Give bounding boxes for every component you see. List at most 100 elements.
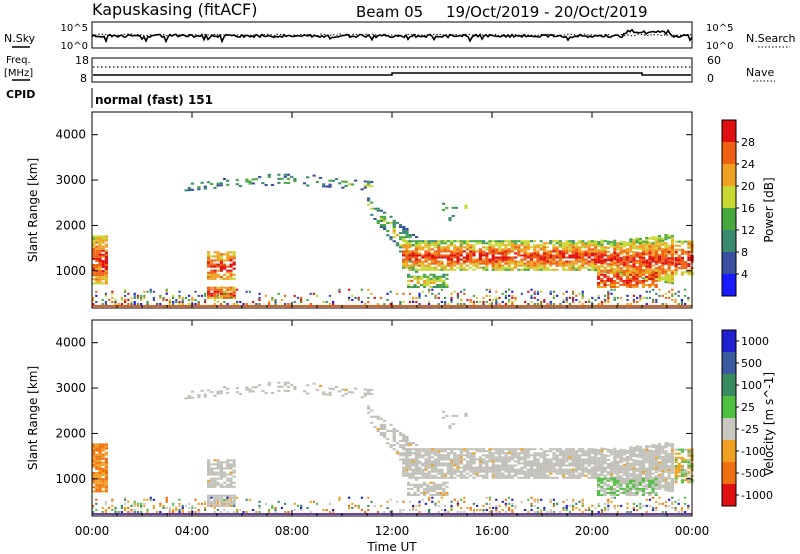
velocity-cell [664,466,668,469]
velocity-cell [197,511,200,514]
power-cell [635,237,639,240]
velocity-cell [446,456,450,459]
power-cell [526,246,530,249]
power-cell [504,248,508,251]
power-cell [562,248,566,251]
velocity-cell [434,460,438,463]
velocity-cell [213,498,217,501]
velocity-cell [526,476,530,479]
velocity-cell [568,452,572,455]
power-cell [658,277,662,280]
power-cell [101,266,105,269]
velocity-cell [597,467,601,470]
velocity-cell [552,458,556,461]
velocity-cell [207,481,211,484]
power-cell [133,300,136,304]
velocity-cell [421,474,425,477]
velocity-cell [523,454,527,457]
power-cell [101,263,105,267]
velocity-cell [101,490,105,493]
velocity-cell [392,444,396,447]
power-cell [651,273,655,276]
power-cell [261,182,265,185]
power-cell [607,296,610,299]
velocity-cell [523,470,527,473]
velocity-cell [325,508,328,512]
power-cell [418,246,422,249]
velocity-cell [216,467,220,470]
velocity-cell [92,506,95,509]
velocity-cell [562,508,565,512]
velocity-cell [430,476,434,479]
power-cell [600,300,604,304]
velocity-cell [597,463,601,466]
velocity-cell [418,472,422,475]
power-cell [651,256,655,259]
date-range: 19/Oct/2019 - 20/Oct/2019 [446,3,648,21]
power-cell [405,254,409,257]
power-cell [104,257,108,260]
velocity-cell [405,454,409,457]
power-cell [431,288,434,291]
power-cell [232,255,236,258]
power-cell [613,243,617,246]
colorbar-segment [722,374,736,396]
power-cell [219,288,223,291]
power-cell [245,303,248,306]
power-cell [98,263,102,267]
power-cell [629,271,633,274]
velocity-cell [389,498,392,501]
velocity-cell [641,487,645,490]
velocity-cell [188,502,191,505]
velocity-cell [616,504,620,507]
power-cell [162,298,165,301]
power-cell [558,240,562,243]
power-cell [648,241,652,244]
power-cell [488,262,492,265]
velocity-cell [488,470,492,473]
power-cell [638,269,642,272]
velocity-cell [133,500,136,503]
velocity-cell [542,472,546,475]
power-cell [453,264,457,267]
power-cell [216,286,220,289]
velocity-cell [204,500,207,503]
velocity-cell [658,502,661,505]
velocity-cell [392,436,396,439]
velocity-cell [638,447,642,451]
power-cell [625,275,629,278]
velocity-cell [379,417,383,420]
velocity-cell [594,454,598,457]
power-cell [98,255,102,258]
power-cell [616,285,620,289]
power-cell [290,175,294,178]
power-cell [632,255,636,258]
velocity-cell [559,511,562,514]
velocity-cell [562,476,566,479]
velocity-cell [392,440,396,443]
power-cell [446,262,450,265]
velocity-cell [399,452,403,455]
velocity-cell [658,463,662,466]
power-cell [462,258,466,261]
power-cell [219,296,223,299]
power-cell [399,244,403,247]
power-cell [504,250,508,253]
velocity-cell [597,453,601,456]
velocity-cell [645,483,649,486]
velocity-cell [466,448,470,451]
power-cell [629,248,633,251]
power-cell [568,260,572,263]
velocity-cell [501,448,505,451]
power-cell [648,253,652,256]
velocity-cell [466,506,469,509]
velocity-cell [533,470,537,473]
power-cell [619,240,623,243]
power-cell [405,262,409,265]
velocity-cell [219,461,223,464]
power-cell [437,254,441,257]
power-cell [635,255,639,258]
velocity-cell [664,500,668,503]
velocity-cell [587,476,591,479]
power-heatmap [92,173,694,308]
